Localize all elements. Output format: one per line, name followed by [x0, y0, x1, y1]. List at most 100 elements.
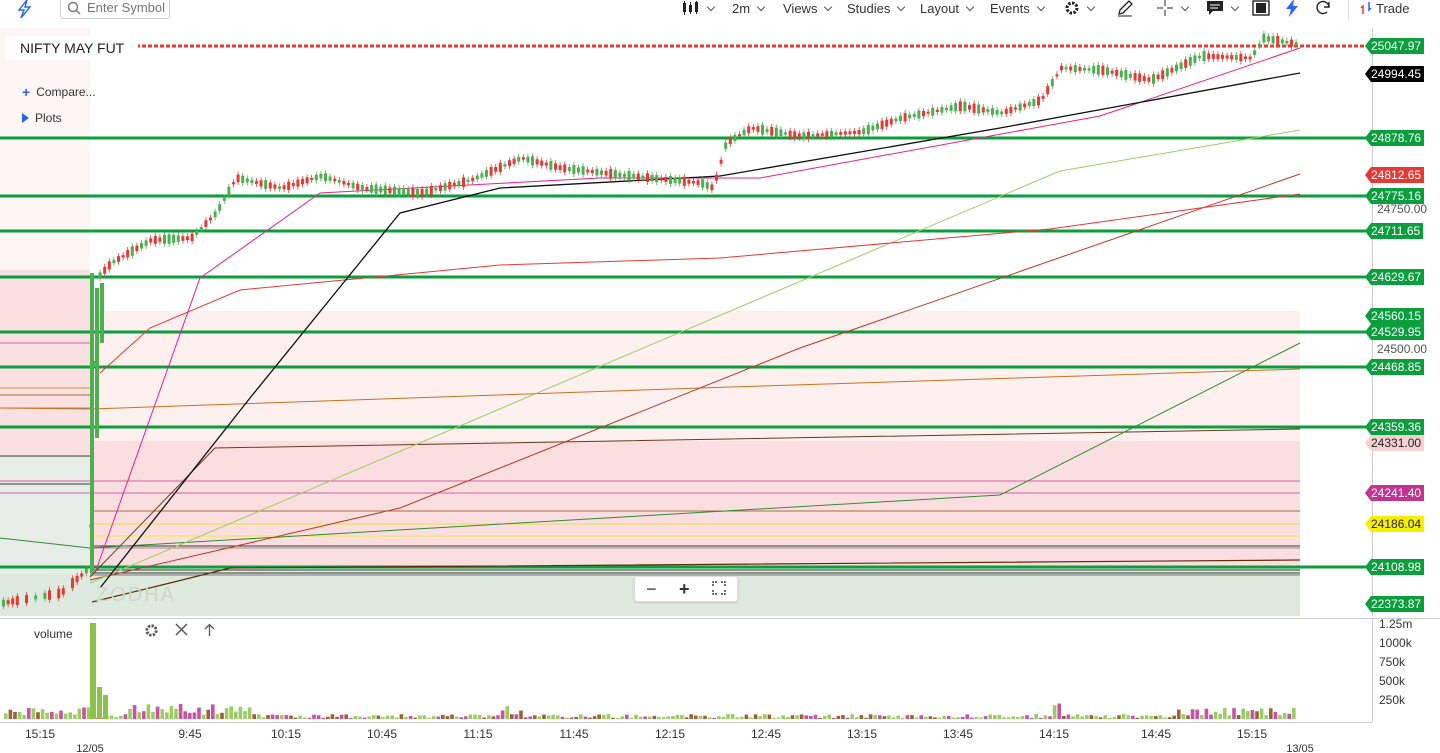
crosshair-dropdown[interactable] — [1156, 0, 1190, 16]
candle — [57, 585, 61, 602]
candle — [885, 116, 889, 130]
indicator-line — [89, 173, 1301, 581]
volume-bar — [1002, 717, 1006, 719]
candle — [75, 572, 79, 586]
candle — [121, 252, 125, 261]
candle — [862, 125, 866, 138]
volume-bar — [395, 717, 399, 719]
candle-body — [1014, 107, 1017, 110]
volume-bar — [625, 714, 629, 719]
candle-body — [701, 179, 705, 188]
close-icon[interactable] — [175, 623, 188, 640]
volume-bar — [657, 716, 661, 719]
draw-tool-button[interactable] — [1116, 0, 1134, 17]
volume-bar — [330, 714, 335, 719]
candle-body — [1207, 53, 1211, 60]
compare-button[interactable]: + Compare... — [22, 84, 96, 100]
candle-body — [1124, 70, 1128, 80]
fit-screen-icon[interactable] — [712, 579, 726, 600]
candle — [1234, 52, 1238, 63]
candle — [48, 587, 51, 603]
refresh-button[interactable] — [1314, 0, 1332, 16]
plots-toggle[interactable]: Plots — [22, 111, 62, 125]
comment-dropdown[interactable] — [1206, 0, 1240, 16]
time-axis[interactable]: 15:15 9:45 10:15 10:45 11:15 11:45 12:15 12:45 1… — [0, 722, 1372, 753]
candle — [1037, 93, 1040, 109]
volume-bar — [1273, 711, 1278, 719]
candle-body — [324, 173, 327, 182]
candle-body — [190, 233, 194, 242]
candle-body — [1060, 65, 1063, 71]
zoom-out-icon[interactable]: − — [646, 578, 657, 599]
trade-button[interactable]: Trade — [1360, 0, 1409, 16]
studies-dropdown[interactable]: Studies — [847, 0, 906, 16]
candle — [1147, 74, 1151, 85]
candle-body — [613, 170, 617, 179]
candle-body — [167, 234, 171, 244]
volume-bar — [284, 715, 289, 719]
candle — [158, 234, 162, 245]
candle-body — [954, 103, 958, 112]
candle-body — [531, 156, 534, 166]
volume-bar — [703, 715, 707, 719]
candle — [333, 175, 337, 185]
candle — [1133, 70, 1137, 84]
price-axis[interactable]: 25047.97 24994.45 24878.76 24812.65 24775.16… — [1365, 28, 1440, 616]
candle — [968, 102, 971, 113]
volume-bar — [114, 717, 118, 719]
zoom-in-icon[interactable]: + — [678, 578, 690, 599]
layout-dropdown[interactable]: Layout — [920, 0, 975, 16]
volume-bar — [445, 716, 450, 719]
candle-body — [609, 169, 613, 179]
candle — [1225, 52, 1229, 62]
chevron-down-icon — [1036, 2, 1045, 11]
candle — [715, 171, 718, 184]
events-dropdown[interactable]: Events — [990, 0, 1045, 16]
candle — [917, 107, 921, 122]
volume-bar — [1117, 715, 1121, 719]
symbol-search[interactable] — [60, 0, 170, 19]
volume-bar — [436, 716, 440, 719]
volume-bar — [556, 715, 560, 719]
views-dropdown[interactable]: Views — [783, 0, 833, 16]
volume-bar — [1121, 714, 1126, 719]
search-input[interactable] — [87, 0, 167, 15]
candle-body — [250, 179, 254, 184]
candle — [1152, 71, 1155, 87]
candle-body — [696, 180, 700, 186]
volume-bar — [707, 717, 712, 719]
gear-icon[interactable] — [144, 623, 159, 642]
candle-body — [857, 129, 861, 135]
candle-body — [687, 179, 691, 184]
chart-type-selector[interactable] — [682, 0, 716, 16]
time-tick: 9:45 — [178, 727, 202, 741]
live-button[interactable] — [1284, 0, 1300, 17]
volume-bar — [974, 717, 979, 719]
candle — [494, 163, 498, 175]
volume-bar — [643, 716, 647, 719]
candle — [567, 163, 571, 174]
indicator-line — [0, 368, 1301, 410]
chart-canvas[interactable] — [0, 28, 1372, 616]
volume-bar — [450, 714, 454, 719]
arrow-up-icon[interactable] — [203, 623, 216, 641]
volume-bar — [680, 715, 684, 719]
interval-dropdown[interactable]: 2m — [732, 0, 766, 16]
volume-bar — [868, 714, 873, 719]
price-chart[interactable] — [0, 28, 1372, 616]
candle — [544, 159, 548, 169]
candle-body — [655, 175, 659, 182]
candle-body — [521, 157, 525, 160]
volume-bar — [919, 715, 923, 719]
candle-body — [365, 186, 369, 190]
candle — [255, 178, 258, 187]
candle-body — [784, 132, 787, 135]
lightning-icon[interactable] — [14, 0, 36, 18]
volume-bar — [174, 708, 178, 719]
settings-dropdown[interactable] — [1064, 0, 1096, 16]
volume-bar — [1149, 715, 1153, 719]
price-label: 24359.36 — [1365, 419, 1425, 435]
fullscreen-panel-button[interactable] — [1252, 0, 1270, 16]
candle — [926, 108, 930, 117]
candle — [213, 208, 217, 221]
